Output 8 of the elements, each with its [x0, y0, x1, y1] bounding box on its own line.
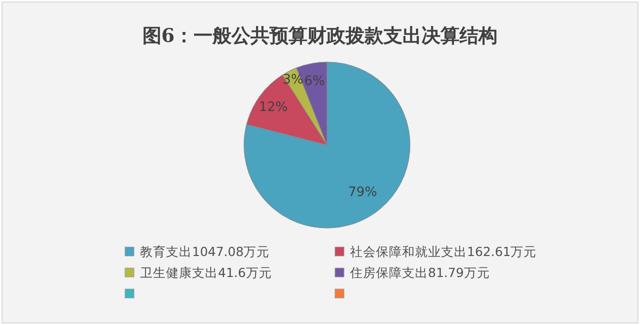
chart-title: 图6：一般公共预算财政拨款支出决算结构 [142, 25, 498, 47]
data-label: 12% [258, 100, 288, 115]
data-label: 79% [348, 184, 378, 200]
data-label: 6% [304, 74, 325, 89]
legend-label: 住房保障支出81.79万元 [349, 265, 490, 280]
legend-label: 教育支出1047.08万元 [140, 244, 270, 259]
legend-label: 社会保障和就业支出162.61万元 [350, 244, 537, 259]
legend-label: 卫生健康支出41.6万元 [140, 265, 272, 280]
